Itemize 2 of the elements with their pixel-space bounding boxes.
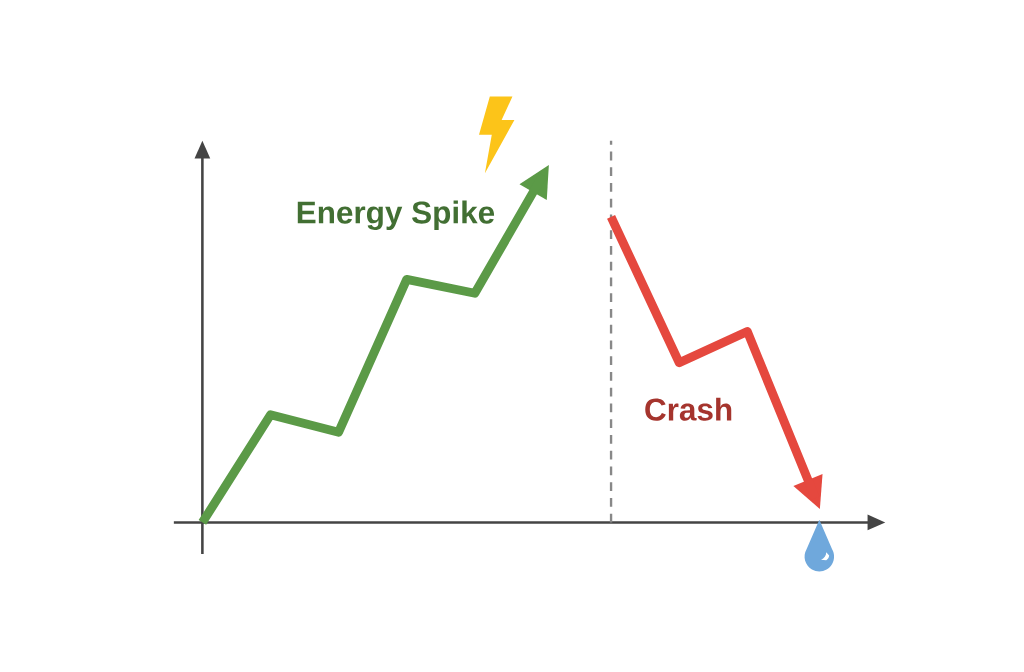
series-label: Energy Spike bbox=[297, 200, 495, 231]
series-label: Crash bbox=[645, 397, 732, 421]
